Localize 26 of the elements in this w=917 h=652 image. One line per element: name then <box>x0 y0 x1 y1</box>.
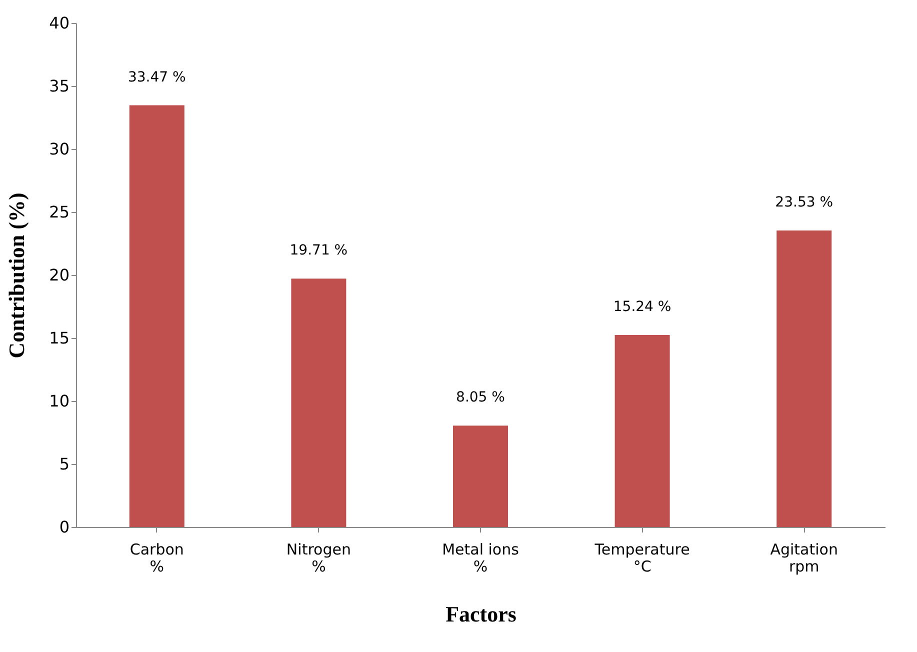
y-tick-label: 0 <box>59 518 70 536</box>
y-tick-label: 20 <box>49 266 70 284</box>
x-axis-title: Factors <box>446 602 517 626</box>
x-tick-label: Temperature °C <box>594 540 690 576</box>
y-tick-label: 10 <box>49 392 70 410</box>
bar <box>614 334 670 527</box>
y-tick-label: 40 <box>49 14 70 32</box>
data-label: 23.53 % <box>775 194 834 211</box>
data-label: 19.71 % <box>290 242 348 259</box>
y-tick-label: 35 <box>49 76 70 96</box>
bar <box>776 230 832 527</box>
data-label: 15.24 % <box>613 298 672 315</box>
x-tick-label: Nitrogen % <box>286 540 351 576</box>
y-tick-label: 30 <box>49 140 70 158</box>
x-tick-label: Metal ions % <box>442 540 520 576</box>
bar <box>129 105 184 527</box>
bar <box>291 278 346 527</box>
data-label: 33.47 % <box>128 69 186 86</box>
x-tick-label: Carbon % <box>130 540 184 576</box>
y-axis-title: Contribution (%) <box>4 192 30 358</box>
y-tick-label: 25 <box>49 202 70 222</box>
x-tick-label: Agitation rpm <box>770 540 838 576</box>
data-label: 8.05 % <box>456 390 505 406</box>
bar <box>452 426 508 527</box>
y-tick-label: 15 <box>49 328 70 348</box>
y-tick-label: 5 <box>59 454 70 474</box>
